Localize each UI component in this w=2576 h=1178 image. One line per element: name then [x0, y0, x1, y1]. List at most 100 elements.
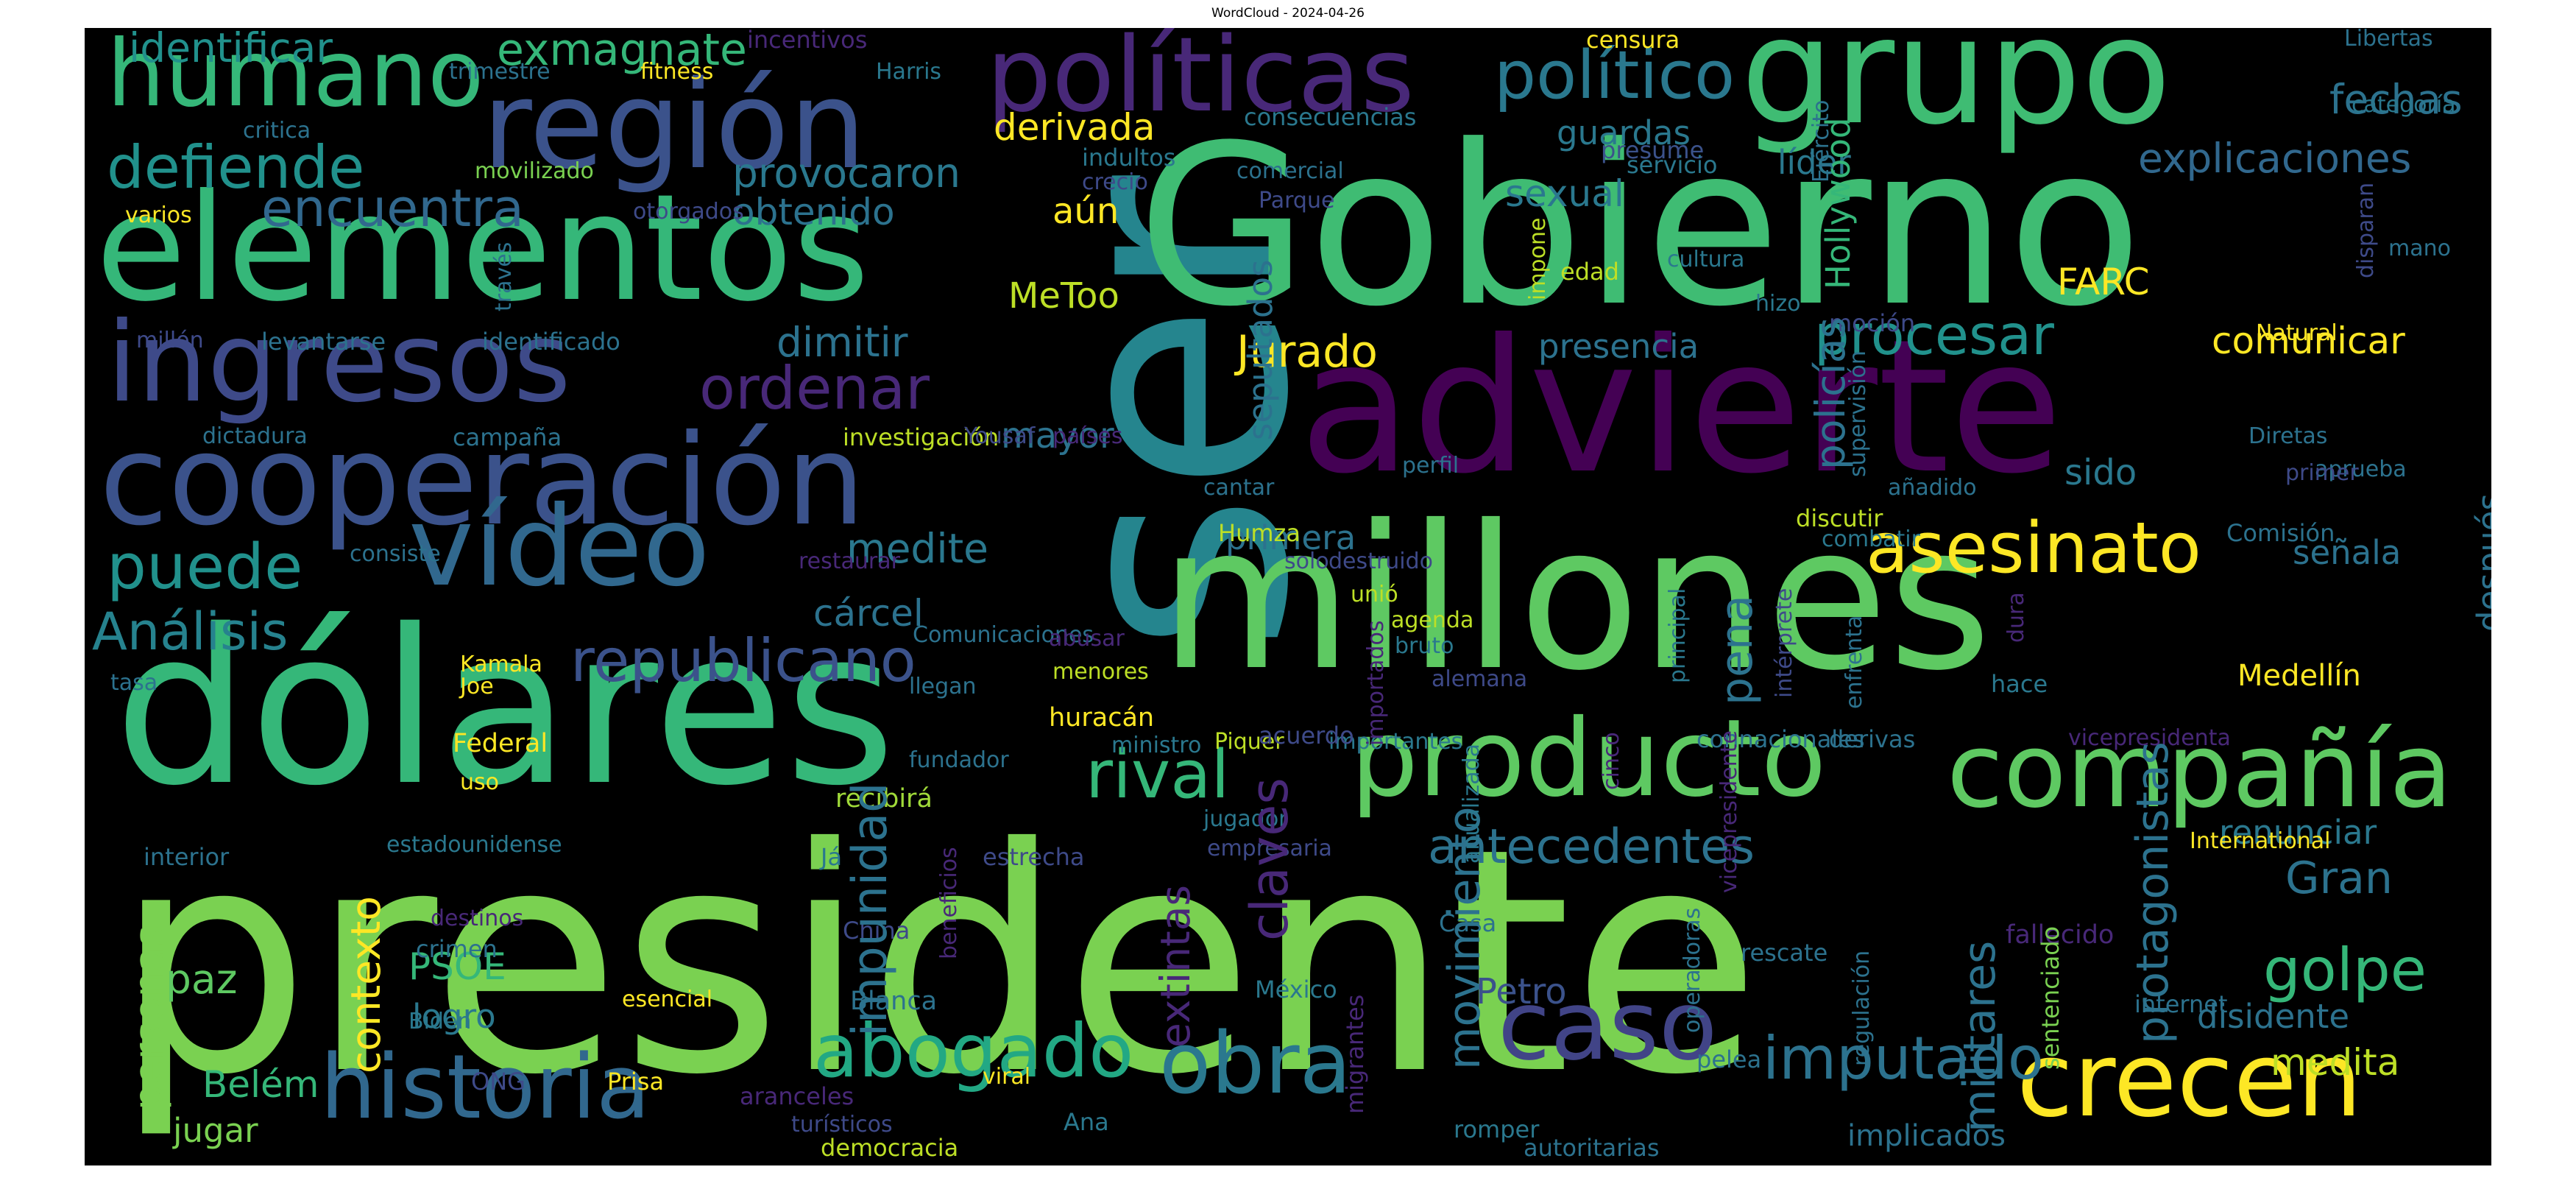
word-122: tasa — [110, 670, 158, 696]
word-62: Petro — [1476, 971, 1567, 1012]
word-138: vicepresidenta — [2068, 725, 2231, 751]
word-50: comunicar — [2212, 320, 2405, 362]
word-185: Ejército — [1808, 99, 1834, 183]
word-17: crecen — [2017, 1020, 2363, 1140]
word-12: ingresos — [107, 299, 571, 427]
word-70: huracán — [1049, 703, 1155, 733]
word-34: exmagnate — [497, 28, 747, 76]
word-151: Casa — [1439, 909, 1497, 937]
word-80: incentivos — [747, 28, 868, 54]
word-10: región — [482, 54, 866, 196]
word-191: dura — [2003, 592, 2029, 643]
word-28: puede — [107, 531, 303, 604]
word-79: trimestre — [449, 59, 551, 85]
word-168: sentenciado — [2037, 925, 2064, 1070]
word-37: golpe — [2263, 936, 2427, 1004]
word-130: discutir — [1796, 504, 1883, 532]
word-43: fechas — [2329, 76, 2463, 123]
word-cloud: presidente ser Gobierno millones advierte dól… — [85, 28, 2491, 1165]
word-89: presume — [1601, 136, 1705, 164]
word-106: cultura — [1667, 247, 1745, 272]
word-97: identificado — [482, 328, 620, 356]
word-71: recibirá — [835, 784, 933, 814]
word-76: uso — [460, 769, 499, 795]
chart-title: WordCloud - 2024-04-26 — [1211, 6, 1365, 21]
word-1: presidente — [114, 783, 1762, 1143]
word-60: disidente — [2197, 997, 2350, 1036]
word-78: Harris — [876, 59, 942, 85]
word-48: aún — [1052, 191, 1119, 232]
word-77: fitness — [640, 59, 714, 85]
word-159: Prisa — [607, 1068, 665, 1096]
word-96: levantarse — [261, 328, 386, 356]
word-124: destruido — [1328, 549, 1433, 574]
word-198: regulación — [1849, 950, 1875, 1066]
word-111: Diretas — [2248, 423, 2328, 449]
word-74: Kamala — [460, 652, 542, 677]
word-150: China — [843, 917, 910, 945]
word-88: Parque — [1259, 188, 1335, 214]
word-38: provocaron — [732, 149, 961, 197]
word-184: través — [491, 241, 517, 311]
word-59: Gran — [2285, 853, 2393, 904]
word-190: enfrenta — [1841, 615, 1867, 709]
word-119: abusar — [1049, 626, 1125, 652]
word-126: unió — [1351, 582, 1398, 607]
word-134: Piquer — [1214, 729, 1284, 755]
word-53: medite — [846, 525, 989, 572]
word-64: logro — [412, 997, 496, 1036]
word-161: viral — [983, 1064, 1031, 1090]
word-23: político — [1494, 37, 1735, 114]
word-40: obtenido — [732, 191, 895, 233]
word-115: Comisión — [2226, 519, 2335, 547]
word-85: indultos — [1082, 144, 1176, 172]
word-197: operadoras — [1680, 907, 1705, 1033]
word-42: explicaciones — [2138, 135, 2412, 182]
word-162: pelea — [1696, 1045, 1762, 1073]
word-22: asesinato — [1866, 508, 2201, 589]
word-15: vídeo — [408, 483, 710, 611]
word-193: anualizada — [1459, 743, 1485, 864]
word-54: cárcel — [813, 592, 924, 635]
word-181: protagonistas — [2127, 741, 2179, 1044]
word-82: Libertas — [2344, 28, 2433, 52]
word-142: empresaria — [1207, 836, 1332, 861]
word-120: menores — [1052, 659, 1149, 685]
word-31: procesar — [1814, 303, 2054, 367]
word-148: destinos — [431, 906, 524, 931]
word-33: encuentra — [261, 178, 524, 239]
word-129: alemana — [1432, 666, 1528, 692]
word-104: perfil — [1402, 453, 1459, 479]
word-165: Ana — [1064, 1108, 1109, 1136]
word-14: compañía — [1947, 711, 2453, 831]
word-36: Jurado — [1236, 326, 1378, 378]
word-183: impone — [1525, 217, 1551, 300]
word-189: intérprete — [1772, 588, 1797, 698]
word-139: ministro — [1111, 733, 1202, 758]
word-63: PSOE — [408, 945, 506, 988]
word-51: presencia — [1538, 327, 1699, 366]
word-195: vicepresidente — [1716, 730, 1742, 893]
word-123: Humza — [1218, 519, 1301, 547]
word-177: pena — [1711, 595, 1763, 705]
word-11: políticas — [986, 28, 1415, 135]
word-107: hizo — [1755, 291, 1801, 317]
word-108: moción — [1829, 309, 1916, 337]
word-167: autoritarias — [1524, 1134, 1660, 1162]
word-174: extintas — [1152, 884, 1199, 1048]
word-166: romper — [1454, 1115, 1540, 1143]
word-103: cantar — [1203, 475, 1275, 501]
word-9: cooperación — [99, 408, 866, 554]
word-171: contexto — [342, 896, 389, 1073]
word-135: acuerdo — [1259, 722, 1354, 750]
word-95: millón — [136, 328, 204, 353]
word-112: aprueba — [2315, 456, 2407, 482]
word-170: personas — [125, 925, 172, 1110]
word-55: primera — [1225, 518, 1356, 557]
word-114: añadido — [1888, 475, 1977, 501]
word-116: consiste — [350, 541, 441, 567]
word-16: historia — [320, 1037, 651, 1139]
word-154: Blanca — [850, 987, 938, 1016]
word-164: democracia — [821, 1134, 959, 1162]
word-46: líder — [1777, 143, 1851, 182]
